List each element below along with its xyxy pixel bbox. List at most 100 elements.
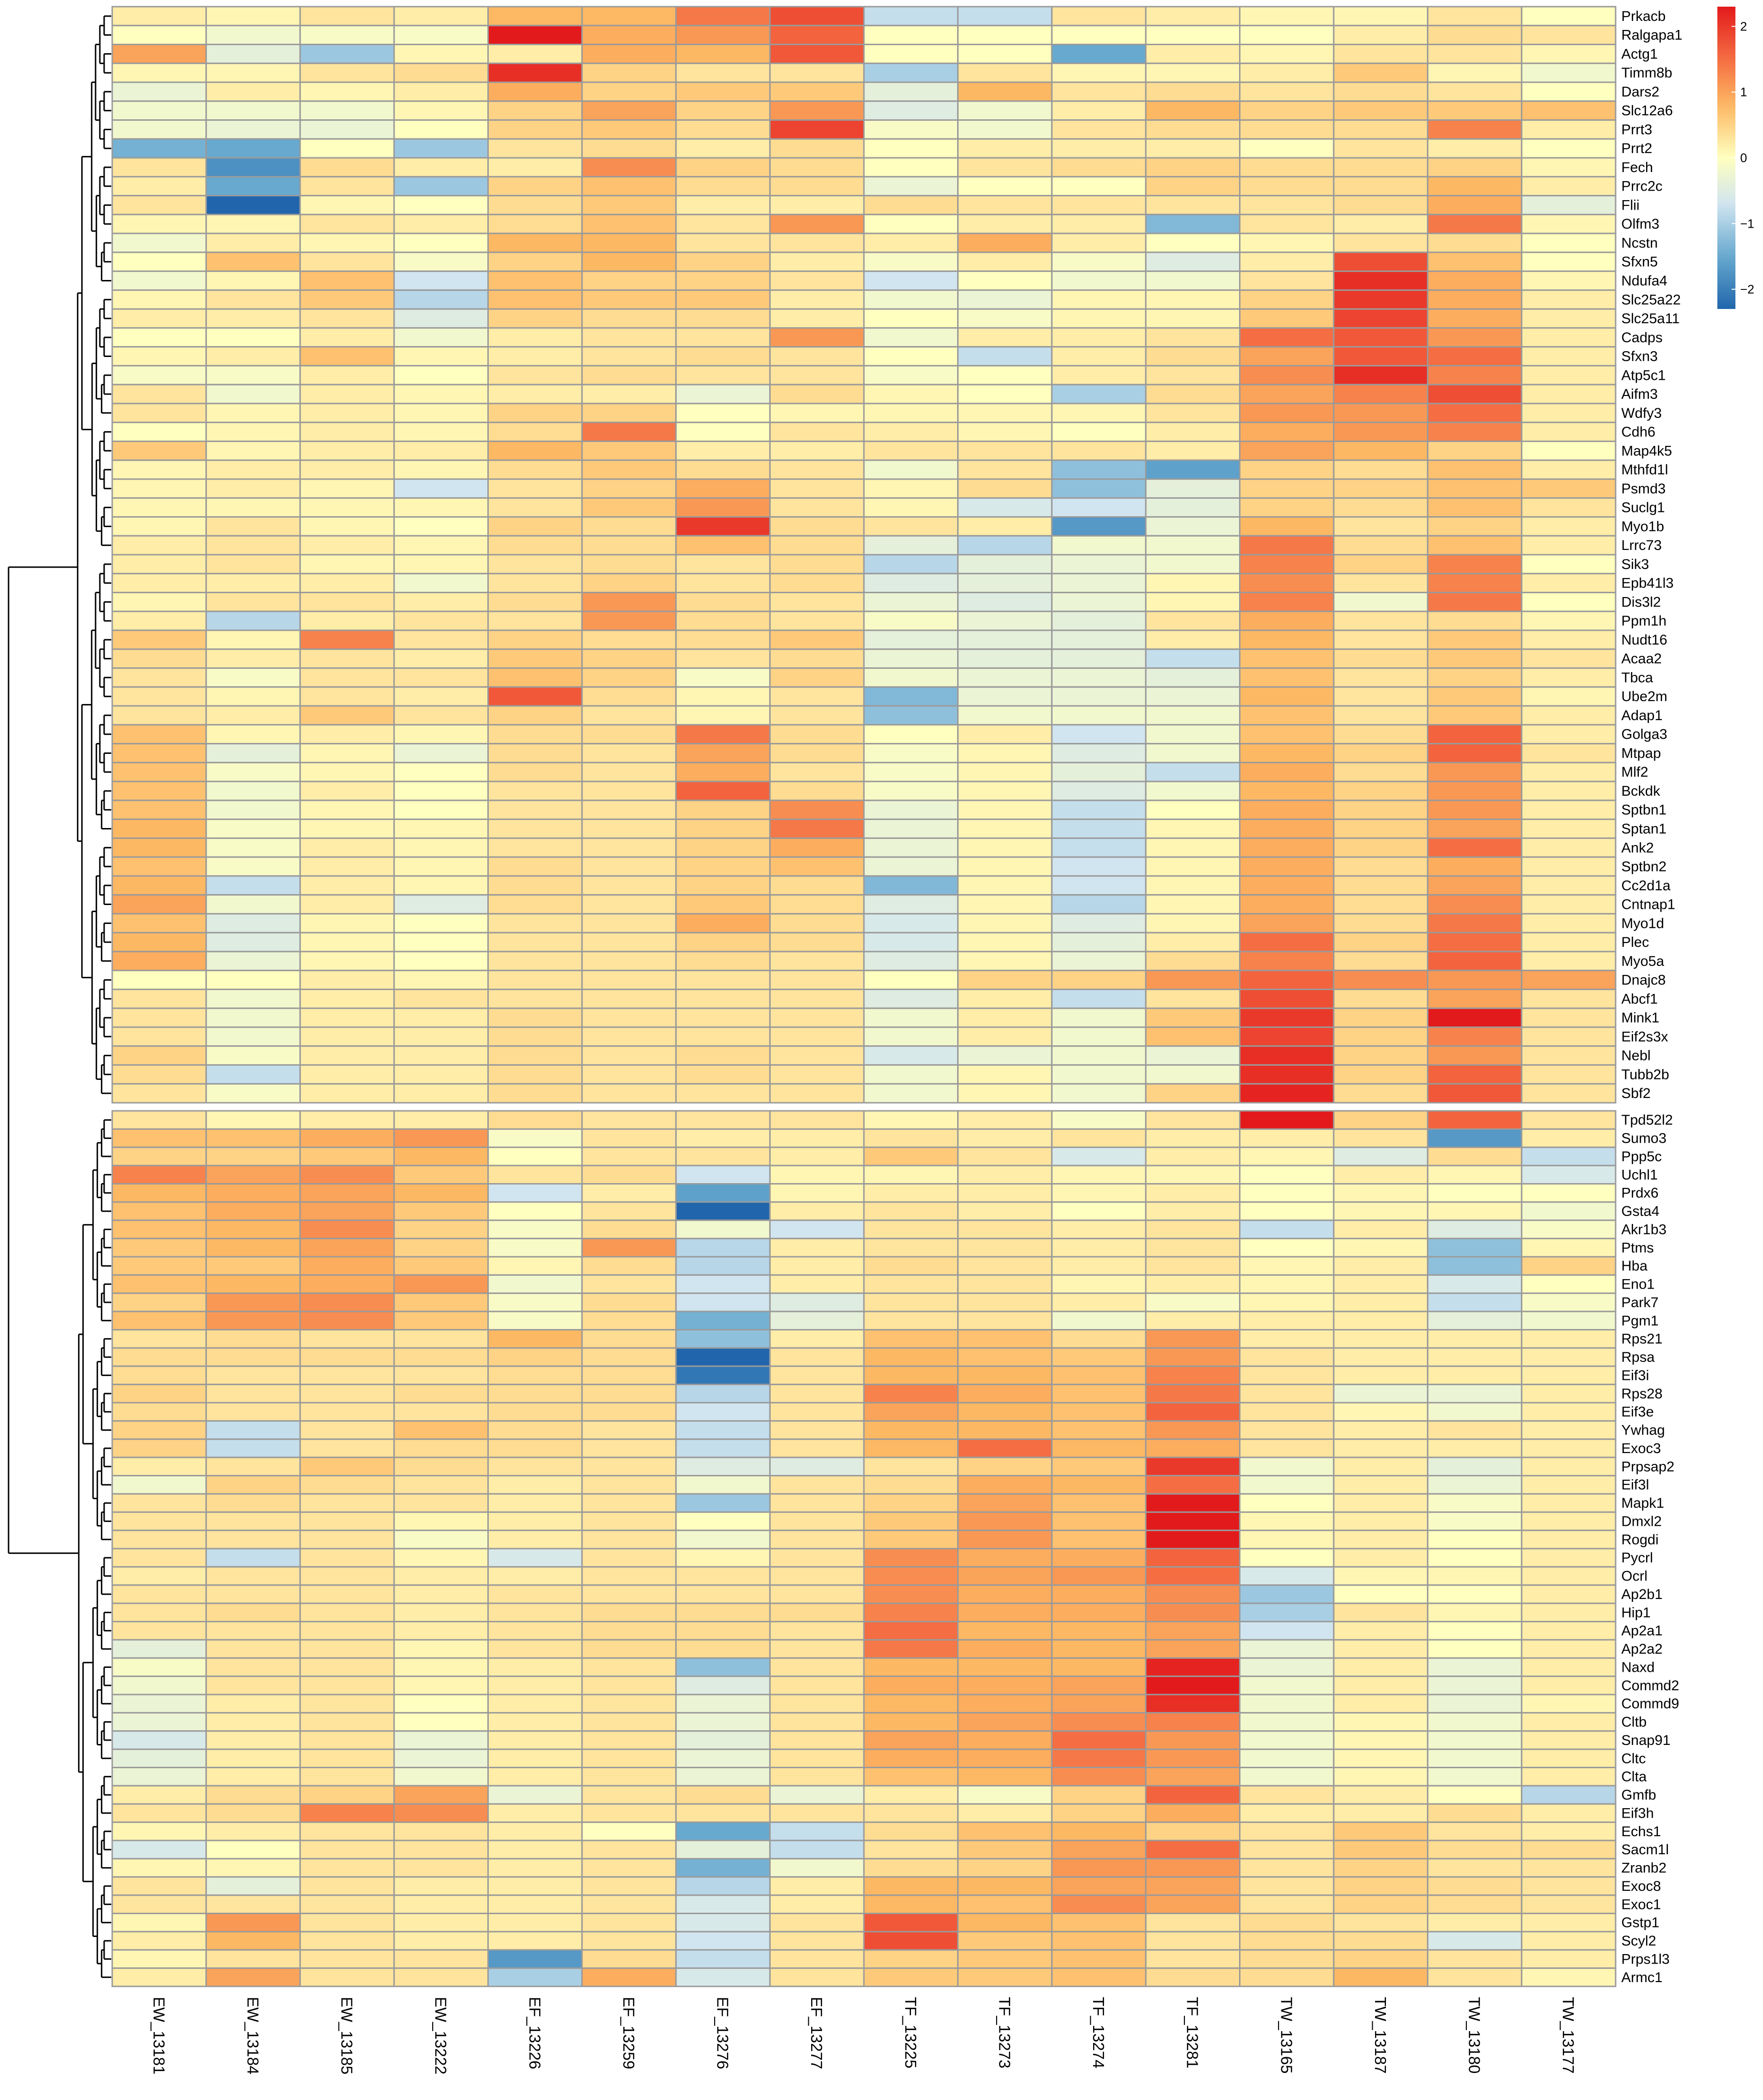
heatmap-cell bbox=[863, 1949, 959, 1969]
heatmap-cell bbox=[205, 819, 301, 839]
heatmap-cell bbox=[1145, 6, 1241, 27]
heatmap-cell bbox=[581, 44, 677, 64]
heatmap-cell bbox=[299, 1310, 395, 1331]
heatmap-cell bbox=[1145, 232, 1241, 253]
heatmap-cell bbox=[393, 705, 489, 726]
row-label: Sumo3 bbox=[1621, 1131, 1666, 1146]
heatmap-cell bbox=[957, 1584, 1053, 1604]
heatmap-cell bbox=[1051, 554, 1147, 575]
heatmap-cell bbox=[1427, 478, 1522, 499]
heatmap-cell bbox=[675, 1584, 771, 1604]
row-label: Eif3h bbox=[1621, 1805, 1654, 1821]
heatmap-cell bbox=[675, 1511, 771, 1532]
heatmap-cell bbox=[1051, 1045, 1147, 1066]
heatmap-cell bbox=[581, 648, 677, 669]
heatmap-cell bbox=[769, 1621, 865, 1641]
heatmap-cell bbox=[487, 157, 583, 178]
heatmap-cell bbox=[487, 346, 583, 366]
heatmap-cell bbox=[299, 1748, 395, 1769]
heatmap-cell bbox=[1145, 308, 1241, 329]
heatmap-cell bbox=[1051, 629, 1147, 650]
heatmap-cell bbox=[1333, 251, 1429, 272]
heatmap-cell bbox=[1145, 1007, 1241, 1028]
heatmap-cell bbox=[957, 384, 1053, 405]
heatmap-cell bbox=[1239, 1292, 1335, 1312]
heatmap-cell bbox=[1145, 1913, 1241, 1933]
heatmap-cell bbox=[299, 1238, 395, 1258]
heatmap-cell bbox=[675, 1621, 771, 1641]
heatmap-cell bbox=[111, 1785, 207, 1805]
heatmap-cell bbox=[111, 1511, 207, 1532]
heatmap-cell bbox=[1051, 1420, 1147, 1440]
heatmap-cell bbox=[675, 1530, 771, 1550]
heatmap-cell bbox=[1333, 932, 1429, 953]
heatmap-cell bbox=[581, 1931, 677, 1951]
heatmap-cell bbox=[675, 1803, 771, 1823]
heatmap-cell bbox=[1521, 535, 1617, 556]
heatmap-cell bbox=[1333, 1803, 1429, 1823]
heatmap-cell bbox=[111, 1876, 207, 1896]
heatmap-cell bbox=[675, 1274, 771, 1294]
heatmap-cell bbox=[1521, 667, 1617, 688]
heatmap-cell bbox=[863, 440, 959, 461]
heatmap-cell bbox=[1521, 270, 1617, 291]
heatmap-cell bbox=[957, 970, 1053, 990]
heatmap-cell bbox=[1521, 1821, 1617, 1841]
heatmap-cell bbox=[1145, 1657, 1241, 1677]
heatmap-cell bbox=[205, 1894, 301, 1915]
heatmap-cell bbox=[581, 1146, 677, 1166]
heatmap-cell bbox=[1333, 6, 1429, 27]
heatmap-cell bbox=[487, 1365, 583, 1386]
heatmap-cell bbox=[769, 1219, 865, 1240]
color-legend: 210−1−2 bbox=[1717, 7, 1754, 309]
heatmap-cell bbox=[393, 6, 489, 27]
heatmap-cell bbox=[863, 819, 959, 839]
heatmap-cell bbox=[863, 1803, 959, 1823]
heatmap-cell bbox=[393, 1365, 489, 1386]
heatmap-cell bbox=[863, 951, 959, 972]
heatmap-cell bbox=[1427, 308, 1522, 329]
heatmap-cell bbox=[863, 1639, 959, 1659]
row-label: Ralgapa1 bbox=[1621, 28, 1682, 43]
heatmap-cell bbox=[1427, 535, 1522, 556]
heatmap-cell bbox=[1333, 1676, 1429, 1695]
heatmap-cell bbox=[111, 81, 207, 102]
row-label: Nudt16 bbox=[1621, 632, 1667, 648]
heatmap-cell bbox=[863, 856, 959, 877]
heatmap-cell bbox=[1145, 1183, 1241, 1203]
heatmap-cell bbox=[1427, 1840, 1522, 1859]
heatmap-cell bbox=[205, 270, 301, 291]
heatmap-cell bbox=[1521, 856, 1617, 877]
heatmap-cell bbox=[581, 1676, 677, 1695]
heatmap-cell bbox=[299, 1511, 395, 1532]
heatmap-cell bbox=[957, 743, 1053, 763]
heatmap-cell bbox=[487, 100, 583, 121]
heatmap-cell bbox=[487, 1676, 583, 1695]
heatmap-cell bbox=[1051, 6, 1147, 27]
heatmap-cell bbox=[675, 1384, 771, 1404]
heatmap-cell bbox=[1145, 913, 1241, 934]
heatmap-cell bbox=[581, 1530, 677, 1550]
heatmap-cell bbox=[1145, 988, 1241, 1009]
heatmap-cell bbox=[393, 1347, 489, 1367]
heatmap-cell bbox=[1427, 819, 1522, 839]
heatmap-cell bbox=[863, 346, 959, 366]
heatmap-cell bbox=[1145, 1694, 1241, 1714]
heatmap-cell bbox=[1145, 1803, 1241, 1823]
heatmap-cell bbox=[675, 1840, 771, 1859]
heatmap-cell bbox=[393, 1511, 489, 1532]
heatmap-cell bbox=[205, 1767, 301, 1787]
heatmap-cell bbox=[299, 384, 395, 405]
heatmap-cell bbox=[1145, 667, 1241, 688]
row-label: Abcf1 bbox=[1621, 991, 1658, 1007]
heatmap-cell bbox=[1521, 1566, 1617, 1586]
heatmap-cell bbox=[393, 970, 489, 990]
heatmap-cell bbox=[1239, 1146, 1335, 1166]
heatmap-cell bbox=[205, 1621, 301, 1641]
heatmap-cell bbox=[1239, 497, 1335, 518]
heatmap-cell bbox=[393, 800, 489, 820]
heatmap-cell bbox=[393, 610, 489, 631]
heatmap-cell bbox=[205, 592, 301, 612]
heatmap-cell bbox=[111, 1083, 207, 1104]
heatmap-cell bbox=[957, 1274, 1053, 1294]
